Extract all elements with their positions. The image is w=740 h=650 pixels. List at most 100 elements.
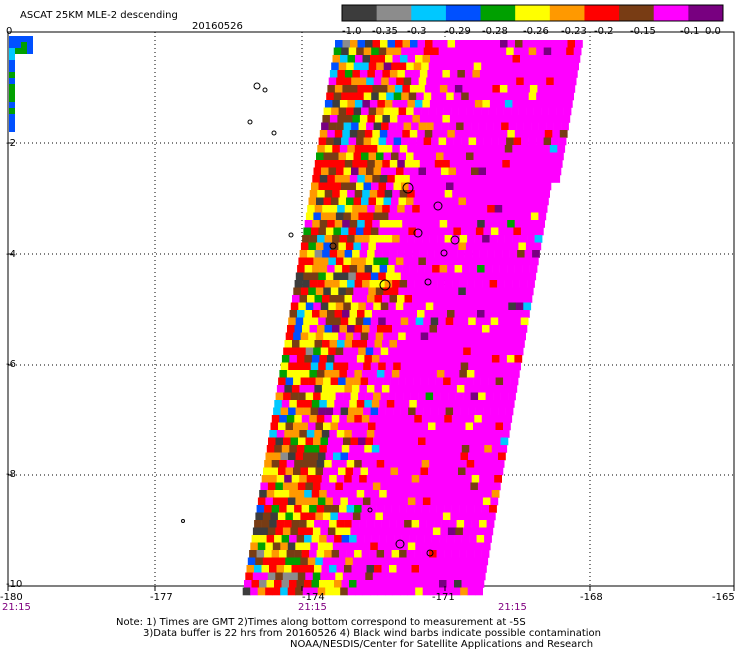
wind-cell [426,122,434,131]
wind-cell [424,445,433,453]
wind-cell [389,115,398,123]
wind-cell [494,250,503,258]
wind-cell [535,227,544,236]
island-outline [271,130,277,136]
wind-cell [501,385,510,393]
wind-cell [337,115,346,123]
wind-cell [369,415,378,423]
island-outline [413,228,423,238]
wind-cell [324,190,333,198]
wind-cell [477,220,485,228]
wind-cell [526,152,534,161]
wind-cell [467,190,475,198]
wind-cell [300,242,309,251]
wind-cell [443,62,452,71]
wind-cell [344,295,353,303]
wind-cell [376,370,385,378]
wind-cell [487,115,496,123]
wind-cell [347,587,356,596]
wind-cell [345,557,354,566]
wind-cell [381,475,390,483]
wind-cell [459,280,468,288]
wind-cell [459,550,467,558]
wind-cell [357,220,365,228]
wind-cell [437,587,446,596]
wind-cell [290,482,299,491]
wind-cell [476,535,485,543]
wind-cell [280,497,289,506]
wind-cell [442,512,451,521]
wind-cell [433,212,442,221]
wind-cell [486,385,495,393]
wind-cell [429,325,438,333]
wind-cell [314,250,323,258]
wind-cell [508,347,516,356]
wind-cell [477,572,486,581]
wind-cell [380,392,389,401]
wind-cell [484,490,492,498]
wind-cell [516,167,524,176]
wind-cell [417,527,426,536]
wind-cell [460,362,469,371]
wind-cell [370,272,379,281]
wind-cell [563,62,572,71]
wind-cell [409,580,417,588]
wind-cell [356,47,364,56]
wind-cell [346,197,354,206]
wind-cell [278,377,286,386]
wind-cell [512,280,520,288]
wind-cell [363,452,371,461]
wind-cell [352,512,361,521]
wind-cell [394,490,402,498]
wind-cell [354,280,363,288]
wind-cell [326,92,334,101]
wind-cell [515,212,524,221]
wind-cell [494,70,503,78]
wind-cell [274,535,282,543]
wind-cell [530,40,538,48]
wind-cell [386,182,394,191]
wind-cell [322,295,330,303]
wind-cell [492,265,500,273]
wind-cell [372,482,381,491]
wind-cell [419,520,427,528]
wind-cell [445,587,453,596]
wind-cell [339,235,348,243]
wind-cell [455,527,464,536]
wind-cell [403,167,412,176]
wind-cell [364,220,373,228]
wind-cell [259,580,267,588]
wind-cell [415,542,424,551]
wind-cell [489,280,498,288]
wind-cell [367,115,376,123]
wind-cell [509,295,518,303]
wind-cell [288,317,296,326]
wind-cell [553,77,562,86]
wind-cell [484,355,493,363]
wind-cell [434,520,442,528]
wind-cell [367,160,376,168]
wind-cell [516,122,524,131]
wind-cell [412,512,421,521]
wind-cell [409,490,417,498]
wind-cell [343,77,352,86]
wind-cell [420,332,429,341]
wind-cell [338,197,347,206]
wind-cell [395,527,404,536]
wind-cell [458,377,466,386]
wind-cell [425,437,434,446]
wind-cell [519,145,528,153]
wind-cell [509,70,518,78]
wind-cell [335,347,344,356]
wind-cell [511,370,520,378]
wind-cell [448,167,457,176]
wind-cell [424,85,433,93]
wind-cell [443,152,452,161]
wind-cell [333,407,341,416]
wind-cell [533,107,542,116]
wind-cell [371,535,380,543]
wind-cell [449,340,458,348]
wind-cell [261,565,270,573]
wind-cell [433,257,442,266]
wind-cell [453,272,462,281]
